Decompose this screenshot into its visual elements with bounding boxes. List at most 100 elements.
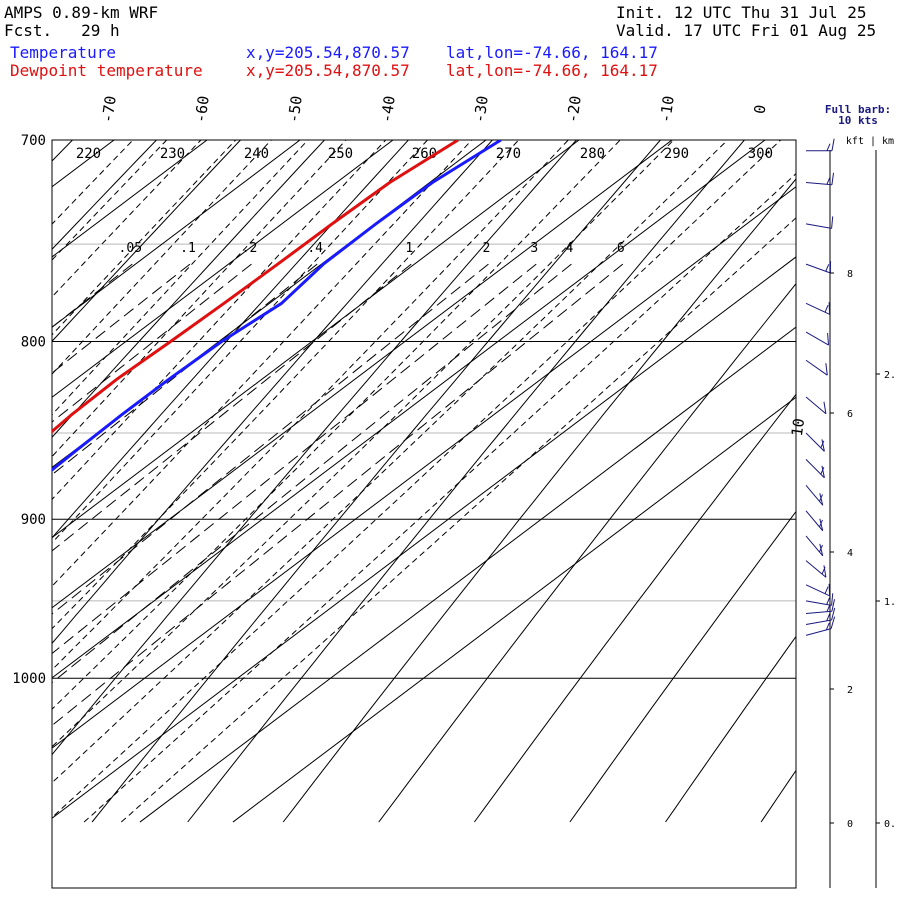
barb-legend-value: 10 kts — [838, 114, 878, 127]
kft-tick-label: 6 — [847, 409, 853, 420]
wind-barb-staff — [805, 396, 827, 415]
mixing-ratio-label: .4 — [307, 241, 323, 256]
pressure-tick-label: 800 — [21, 334, 46, 350]
theta-label: 290 — [664, 146, 689, 162]
legend-dewpoint-latlon: lat,lon=-74.66, 164.17 — [446, 61, 658, 80]
dry-adiabat-line — [52, 140, 578, 756]
wind-barb — [805, 485, 824, 506]
theta-label: 280 — [580, 146, 605, 162]
isotherm-label: -50 — [284, 95, 306, 124]
dry-adiabat-line — [52, 140, 494, 645]
theta-label: 250 — [328, 146, 353, 162]
mixing-ratio-line — [52, 263, 252, 423]
wind-barb-staff — [805, 459, 825, 479]
mixing-ratio-label: 2 — [483, 241, 491, 256]
dry-adiabat-line — [0, 5, 41, 822]
moist-adiabat-line — [52, 140, 272, 375]
wind-barb-flag — [831, 607, 836, 621]
isotherm-label: -60 — [191, 95, 213, 124]
dry-adiabat-line — [52, 140, 242, 343]
wind-barb-flag — [831, 216, 834, 229]
wind-barb — [805, 359, 828, 376]
wind-barb — [805, 172, 835, 186]
dry-adiabat-line — [52, 140, 158, 250]
axis-labels: .05 .1 .2 .4 1 2 3 4 6 700 800 900 1000 -70 -60 -50 -40 -… — [12, 95, 808, 688]
wind-barb-flag — [819, 493, 824, 506]
isotherm-label: 10 — [788, 417, 808, 437]
isotherm-line — [52, 140, 115, 188]
wind-barb-flag — [823, 565, 827, 578]
mixing-ratio-label: .1 — [180, 241, 196, 256]
dry-adiabat-line — [52, 140, 326, 439]
pressure-tick-label: 1000 — [12, 671, 46, 687]
moist-adiabat-line — [52, 140, 429, 544]
wind-barb — [805, 599, 835, 614]
height-axis-units: kft | km — [846, 136, 894, 147]
mixing-ratio-line — [52, 263, 191, 374]
wind-barb-staff — [805, 610, 832, 614]
theta-label: 220 — [76, 146, 101, 162]
dewpoint-profile — [52, 140, 459, 434]
wind-barb-flag — [830, 616, 836, 629]
kft-tick-label: 4 — [847, 548, 853, 559]
wind-barb-flag — [831, 138, 835, 151]
kft-tick-label: 2 — [847, 685, 853, 696]
wind-barb-staff — [805, 263, 831, 274]
wind-barb-half-flag — [824, 586, 829, 594]
wind-barb — [805, 535, 824, 557]
isotherm-line — [0, 5, 107, 822]
isotherm-line — [52, 140, 394, 398]
barb-legend-title: Full barb: — [825, 103, 891, 116]
wind-barb-half-flag — [824, 304, 829, 313]
kft-tick-label: 8 — [847, 269, 853, 280]
wind-barb-half-flag — [819, 544, 823, 553]
isotherm-line — [52, 140, 487, 469]
moist-adiabat-line — [52, 140, 202, 298]
isotherm-line — [0, 5, 14, 822]
wind-barb — [805, 583, 831, 597]
wind-barb-half-flag — [821, 566, 826, 575]
mixing-ratio-label: 3 — [530, 241, 538, 256]
legend-temperature-latlon: lat,lon=-74.66, 164.17 — [446, 43, 658, 62]
isotherm-line — [52, 140, 208, 258]
moist-adiabat-line — [83, 172, 796, 823]
wind-barb-flag — [823, 401, 827, 414]
theta-label: 300 — [748, 146, 773, 162]
wind-barb-flag — [821, 465, 825, 478]
wind-barb-flag — [825, 363, 828, 376]
wind-barb-half-flag — [826, 613, 831, 622]
moist-adiabat-line — [52, 140, 309, 416]
wind-barb — [805, 510, 824, 532]
wind-barb — [805, 560, 827, 578]
wind-barb — [805, 616, 836, 636]
theta-label: 240 — [244, 146, 269, 162]
wind-barb-flag — [819, 543, 824, 556]
mixing-ratio-line — [52, 263, 537, 655]
diagram-grid — [0, 5, 900, 823]
wind-barb — [805, 607, 836, 625]
isotherm-line — [52, 140, 673, 609]
wind-barb-half-flag — [819, 494, 823, 502]
wind-barb-half-flag — [825, 622, 830, 631]
wind-barb-staff — [805, 600, 832, 606]
mixing-ratio-line — [52, 263, 489, 615]
legend-dewpoint-xy: x,y=205.54,870.57 — [246, 61, 410, 80]
pressure-tick-label: 700 — [21, 133, 46, 149]
kft-tick-label: 0 — [847, 819, 853, 830]
forecast-hour: Fcst. 29 h — [4, 21, 120, 40]
wind-barb — [805, 593, 834, 606]
isotherm-label: 0 — [751, 104, 770, 115]
wind-barb-staff — [805, 584, 830, 597]
mixing-ratio-label: .2 — [242, 241, 258, 256]
wind-barb-half-flag — [826, 177, 831, 185]
wind-barb-staff — [805, 485, 824, 506]
moist-adiabat-line — [52, 140, 168, 261]
model-title: AMPS 0.89-km WRF — [4, 3, 159, 22]
dry-adiabat-line — [857, 5, 900, 822]
dry-adiabat-line — [187, 140, 746, 823]
moist-adiabat-line — [52, 140, 621, 710]
wind-barb-half-flag — [820, 467, 825, 475]
wind-barb-staff — [805, 510, 824, 532]
theta-label: 230 — [160, 146, 185, 162]
